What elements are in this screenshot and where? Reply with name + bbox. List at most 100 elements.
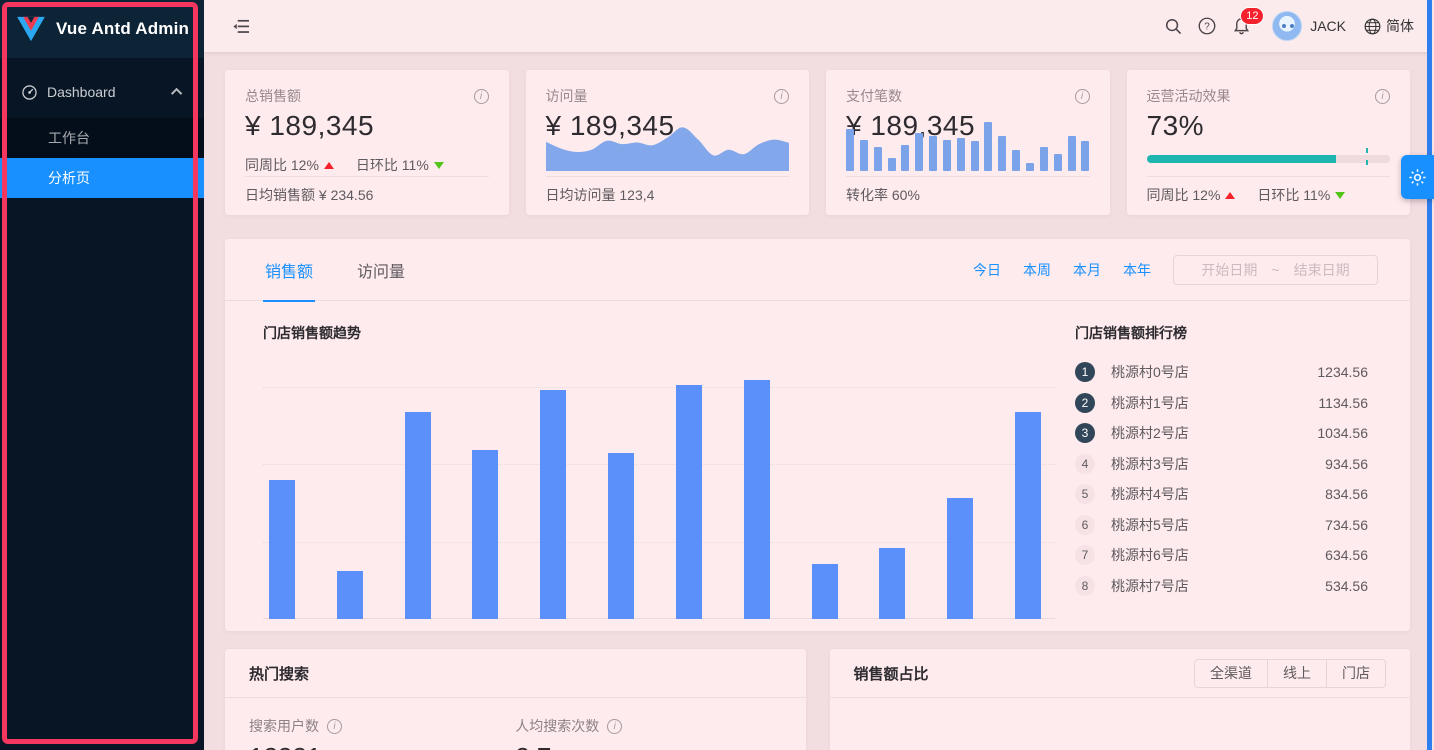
card-title: 访问量	[545, 88, 588, 104]
payments-mini-bar	[901, 145, 910, 171]
rank-store-name: 桃源村7号店	[1111, 577, 1189, 594]
range-today[interactable]: 今日	[973, 261, 1001, 278]
rank-item: 6 桃源村5号店 734.56	[1075, 510, 1368, 541]
caret-down-icon	[433, 161, 444, 169]
payments-mini-bar	[1012, 150, 1021, 171]
payments-mini-bar	[1039, 146, 1048, 171]
card-title: 热门搜索	[249, 665, 310, 683]
end-date-placeholder: 结束日期	[1293, 261, 1350, 278]
sidebar-item-label: 分析页	[48, 170, 90, 186]
rank-item: 4 桃源村3号店 934.56	[1075, 449, 1368, 480]
rank-store-value: 534.56	[1325, 577, 1368, 594]
tab-visits[interactable]: 访问量	[357, 263, 406, 281]
avatar[interactable]	[1272, 11, 1303, 41]
dashboard-submenu: 工作台 分析页	[0, 118, 204, 198]
sales-ratio-card: 销售额占比 全渠道 线上 门店 事例五: 9%	[829, 649, 1410, 750]
rank-badge: 5	[1075, 484, 1095, 505]
rank-badge: 2	[1075, 392, 1095, 413]
rank-badge: 7	[1075, 545, 1095, 566]
payments-mini-bar	[984, 122, 993, 171]
language-switcher[interactable]: 简体	[1364, 16, 1414, 36]
caret-up-icon	[323, 161, 334, 169]
sidebar-item-dashboard[interactable]: Dashboard	[0, 72, 204, 112]
payments-mini-bar	[873, 146, 882, 171]
button-all-channels[interactable]: 全渠道	[1194, 658, 1268, 688]
info-icon[interactable]: i	[473, 88, 489, 104]
gridline	[263, 541, 1055, 543]
rank-store-name: 桃源村3号店	[1111, 455, 1189, 472]
main-content: 总销售额 i ¥ 189,345 同周比 12% 日环比 11% 日均销售额 ¥…	[204, 52, 1434, 750]
trend-week: 同周比 12%	[245, 155, 334, 175]
app-logo[interactable]: Vue Antd Admin	[0, 0, 204, 58]
range-month[interactable]: 本月	[1073, 261, 1101, 278]
header: ? 12 JACK 简体	[204, 0, 1434, 52]
store-sales-bar	[608, 452, 635, 619]
tab-sales[interactable]: 销售额	[263, 239, 316, 302]
rank-store-name: 桃源村2号店	[1111, 425, 1189, 442]
stat-card-payments: 支付笔数 i ¥ 189,345 转化率 60%	[826, 70, 1110, 215]
rank-store-name: 桃源村5号店	[1111, 516, 1189, 533]
info-icon[interactable]: i	[774, 88, 789, 104]
payments-mini-bar	[1053, 153, 1062, 171]
rank-badge: 8	[1075, 575, 1095, 596]
stat-card-visits: 访问量 i ¥ 189,345 日均访问量 123,4	[525, 70, 809, 215]
range-year[interactable]: 本年	[1123, 261, 1151, 278]
notification-bell-icon[interactable]: 12	[1224, 7, 1265, 43]
progress-target-marker	[1365, 148, 1368, 165]
notification-badge: 12	[1240, 7, 1265, 25]
rank-item: 8 桃源村7号店 534.56	[1075, 571, 1368, 602]
rank-store-value: 634.56	[1325, 547, 1368, 564]
settings-button[interactable]	[1401, 155, 1434, 199]
sidebar-item-label: Dashboard	[47, 84, 116, 100]
store-sales-ranking: 门店销售额排行榜 1 桃源村0号店 1234.56 2 桃源村1号店 1134.56 3 桃源…	[1065, 301, 1410, 630]
user-name[interactable]: JACK	[1310, 18, 1346, 34]
payments-mini-bar	[929, 135, 938, 171]
svg-text:?: ?	[1204, 22, 1210, 33]
rank-store-value: 1034.56	[1317, 425, 1368, 442]
sidebar-item-workbench[interactable]: 工作台	[0, 118, 204, 158]
hot-search-card: 热门搜索 搜索用户数 i 12321 71.2	[225, 649, 806, 750]
button-online[interactable]: 线上	[1268, 658, 1327, 688]
metric-label: 搜索用户数	[249, 718, 319, 734]
info-icon[interactable]: i	[607, 718, 623, 734]
payments-mini-bar	[998, 135, 1007, 171]
rank-store-name: 桃源村0号店	[1111, 364, 1189, 381]
metric-search-per-user: 人均搜索次数 i 2.7 71.2	[515, 716, 781, 750]
info-icon[interactable]: i	[1074, 88, 1090, 104]
trend-day: 日环比 11%	[356, 155, 444, 175]
store-sales-bar	[811, 563, 838, 619]
gear-icon	[1409, 168, 1426, 186]
range-week[interactable]: 本周	[1023, 261, 1051, 278]
rank-item: 1 桃源村0号店 1234.56	[1075, 357, 1368, 388]
start-date-placeholder: 开始日期	[1201, 261, 1258, 278]
store-sales-bar	[336, 571, 363, 619]
card-divider	[846, 176, 1090, 177]
metric-value: 12321	[249, 744, 321, 750]
help-icon[interactable]: ?	[1190, 9, 1224, 43]
caret-up-icon	[1225, 191, 1236, 199]
rank-item: 3 桃源村2号店 1034.56	[1075, 418, 1368, 449]
payments-mini-bar	[915, 133, 924, 171]
ranking-list: 1 桃源村0号店 1234.56 2 桃源村1号店 1134.56 3 桃源村2号店 1034.…	[1075, 357, 1368, 601]
search-icon[interactable]	[1156, 9, 1190, 43]
annotation-highlight-border	[2, 2, 198, 744]
sidebar-item-label: 工作台	[48, 130, 90, 146]
bar-chart-plot	[263, 367, 1055, 619]
rank-store-value: 1134.56	[1318, 394, 1368, 411]
scrollbar[interactable]	[1427, 0, 1434, 750]
info-icon[interactable]: i	[327, 718, 342, 734]
info-icon[interactable]: i	[1375, 88, 1390, 104]
trend-day: 日环比 11%	[1257, 185, 1346, 205]
sidebar-item-analysis[interactable]: 分析页	[0, 158, 204, 198]
sales-panel: 销售额 访问量 今日 本周 本月 本年 开始日期 ~ 结束日期 门店销售额趋势	[225, 239, 1410, 631]
rank-store-value: 834.56	[1325, 486, 1368, 503]
menu-fold-icon[interactable]	[224, 9, 258, 43]
bottom-cards-row: 热门搜索 搜索用户数 i 12321 71.2	[225, 649, 1410, 750]
button-stores[interactable]: 门店	[1327, 658, 1386, 688]
payments-mini-bar	[942, 139, 951, 171]
store-sales-bar	[947, 498, 974, 619]
x-axis-baseline	[263, 618, 1055, 619]
payments-mini-bar	[1025, 162, 1034, 171]
date-range-picker[interactable]: 开始日期 ~ 结束日期	[1173, 254, 1378, 285]
payments-mini-bar-chart	[846, 117, 1090, 171]
